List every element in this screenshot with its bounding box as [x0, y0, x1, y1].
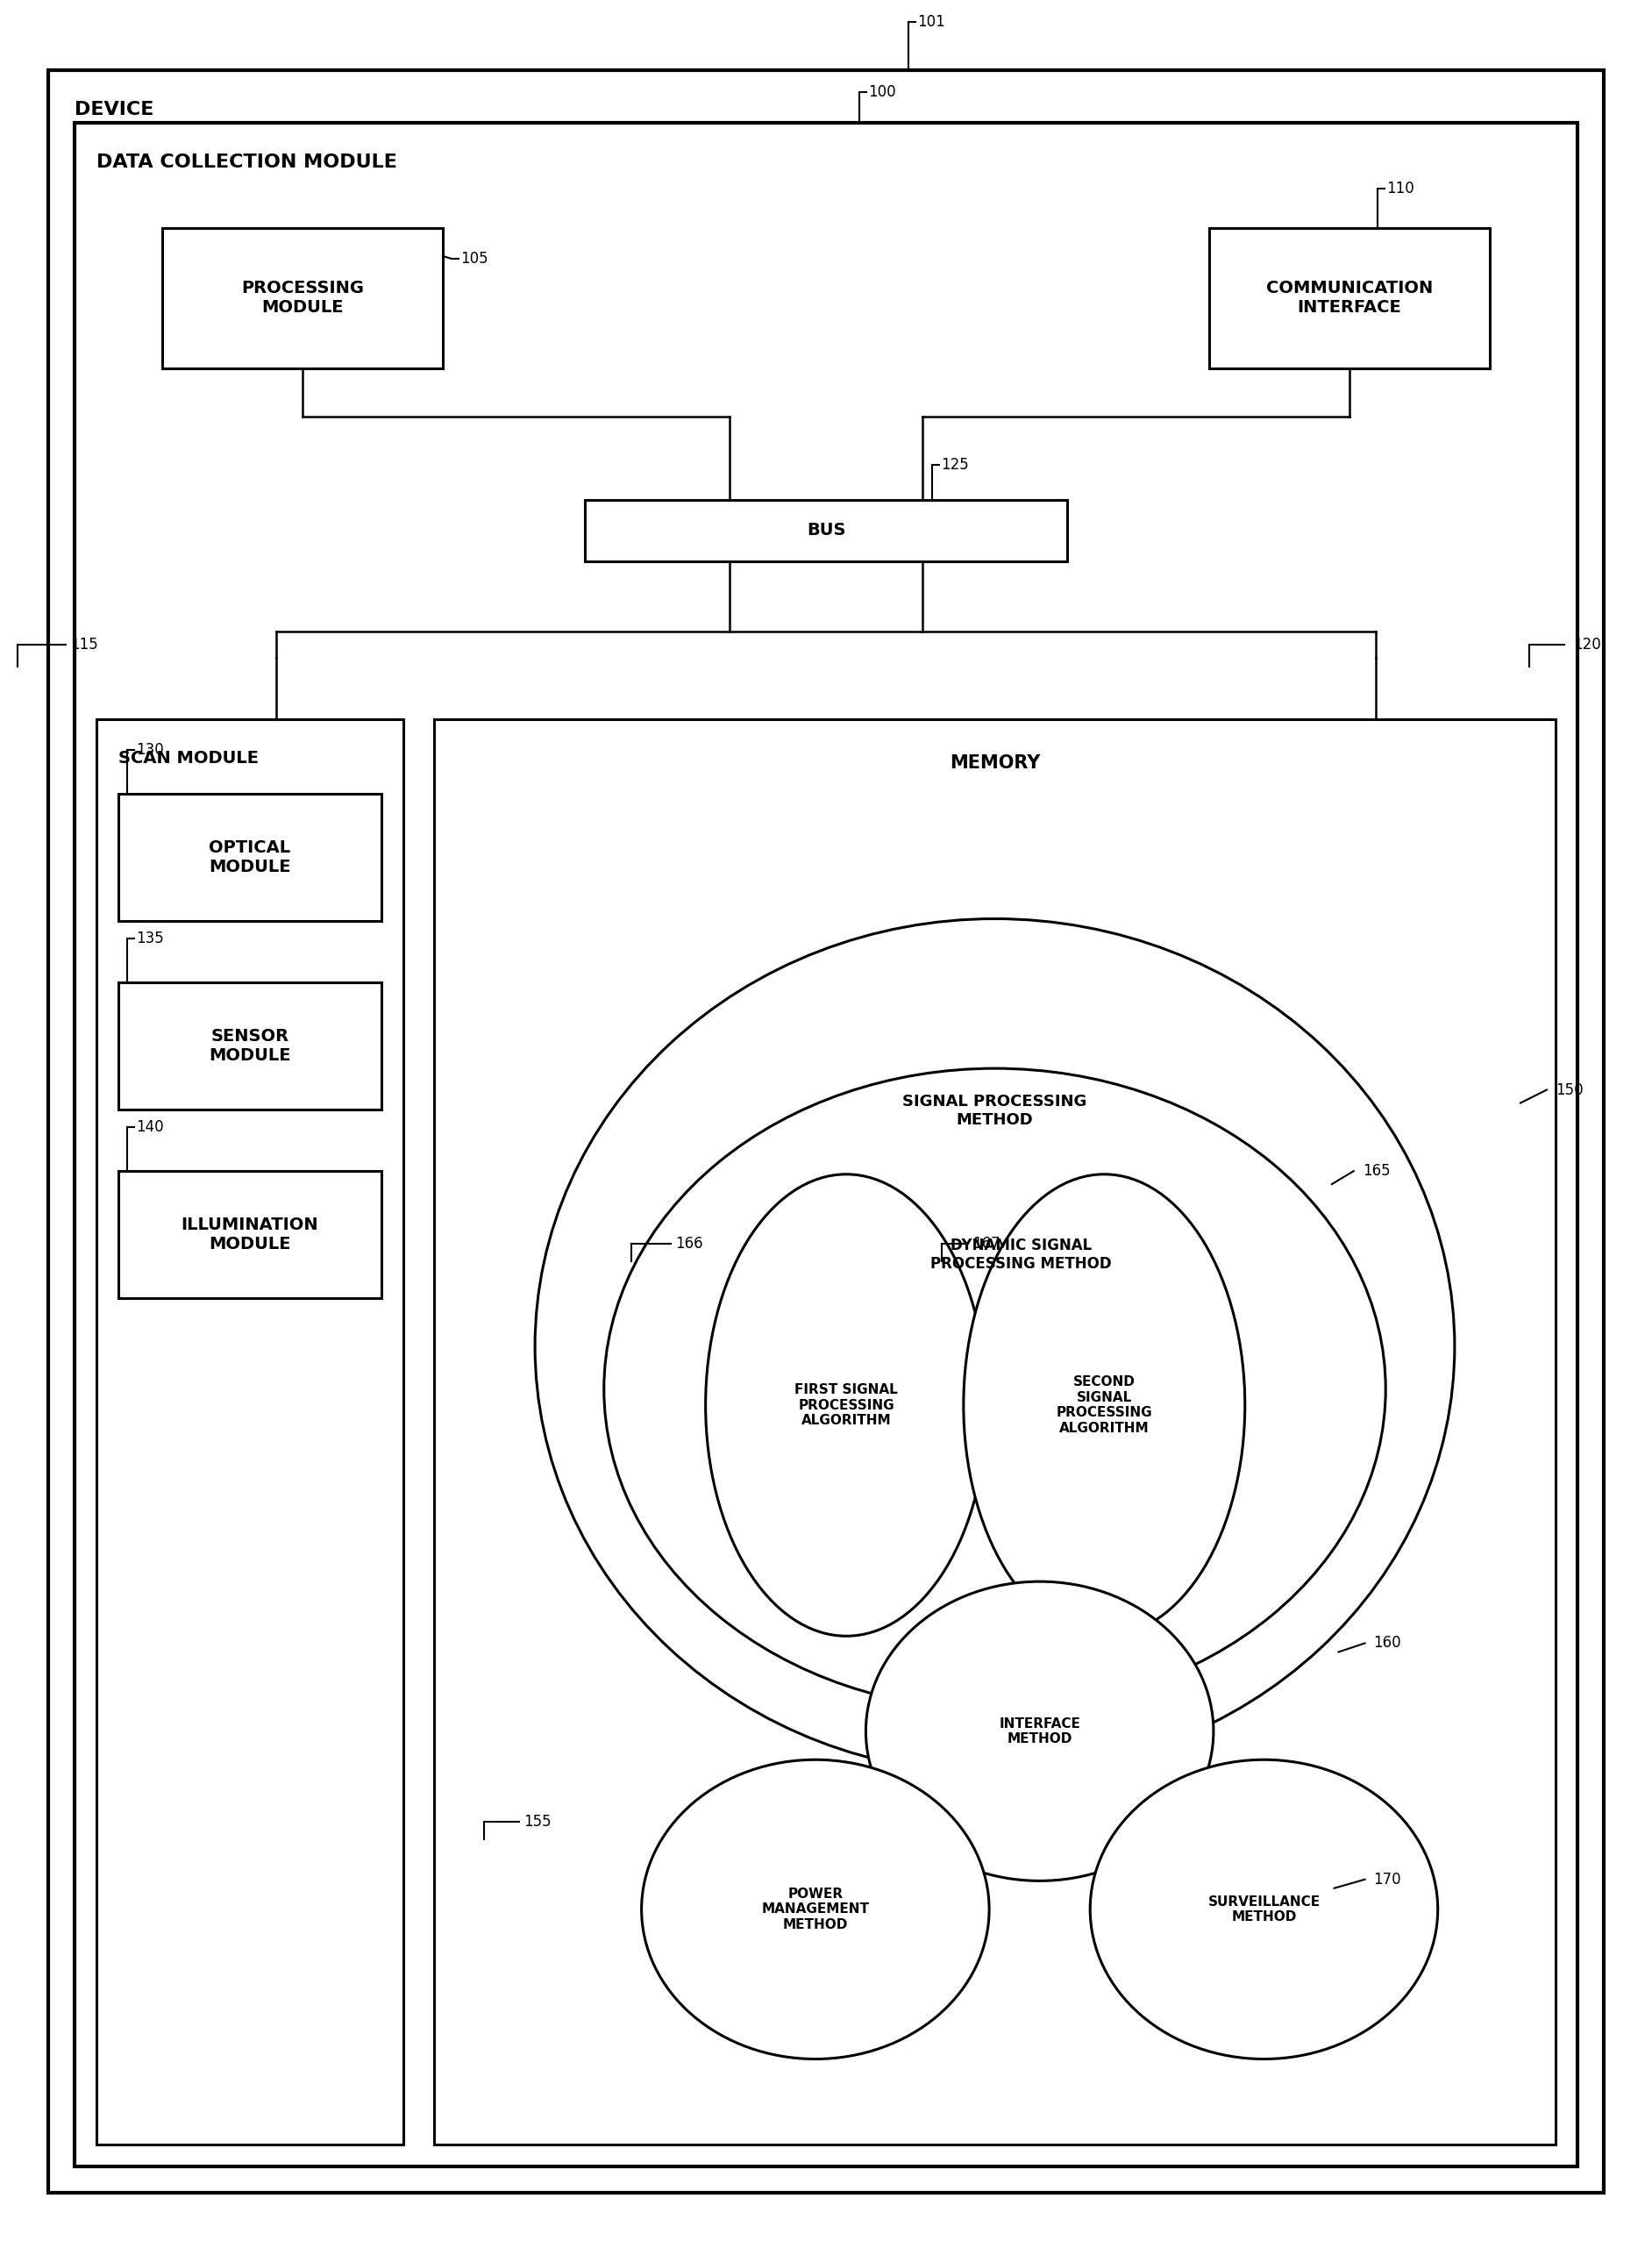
- Text: SECOND
SIGNAL
PROCESSING
ALGORITHM: SECOND SIGNAL PROCESSING ALGORITHM: [1056, 1376, 1153, 1434]
- Text: DYNAMIC SIGNAL
PROCESSING METHOD: DYNAMIC SIGNAL PROCESSING METHOD: [930, 1237, 1112, 1271]
- Text: SCAN MODULE: SCAN MODULE: [119, 751, 259, 766]
- Text: POWER
MANAGEMENT
METHOD: POWER MANAGEMENT METHOD: [762, 1887, 869, 1932]
- Text: SENSOR
MODULE: SENSOR MODULE: [208, 1029, 291, 1064]
- Ellipse shape: [605, 1069, 1386, 1710]
- Ellipse shape: [535, 919, 1455, 1775]
- Ellipse shape: [963, 1174, 1246, 1636]
- Text: 105: 105: [461, 251, 487, 267]
- Bar: [434, 719, 1556, 2145]
- Text: INTERFACE
METHOD: INTERFACE METHOD: [999, 1717, 1080, 1746]
- Text: OPTICAL
MODULE: OPTICAL MODULE: [208, 840, 291, 876]
- Text: FIRST SIGNAL
PROCESSING
ALGORITHM: FIRST SIGNAL PROCESSING ALGORITHM: [795, 1383, 899, 1428]
- Text: 135: 135: [135, 930, 164, 946]
- Bar: [96, 719, 403, 2145]
- Text: SURVEILLANCE
METHOD: SURVEILLANCE METHOD: [1208, 1896, 1320, 1923]
- Bar: [119, 982, 382, 1109]
- Text: 166: 166: [676, 1235, 702, 1250]
- Ellipse shape: [1090, 1759, 1437, 2059]
- Text: 167: 167: [973, 1235, 999, 1250]
- Text: DEVICE: DEVICE: [74, 101, 154, 119]
- Text: 101: 101: [917, 13, 945, 29]
- Text: 120: 120: [1573, 636, 1601, 652]
- Text: 150: 150: [1556, 1082, 1583, 1098]
- Bar: [1209, 229, 1490, 368]
- Text: 115: 115: [69, 636, 97, 652]
- Text: 160: 160: [1374, 1636, 1401, 1652]
- Text: PROCESSING
MODULE: PROCESSING MODULE: [241, 280, 363, 316]
- Bar: [119, 793, 382, 921]
- Text: COMMUNICATION
INTERFACE: COMMUNICATION INTERFACE: [1265, 280, 1432, 316]
- Text: MEMORY: MEMORY: [950, 755, 1041, 771]
- Bar: [119, 1172, 382, 1298]
- Text: 130: 130: [135, 742, 164, 757]
- Text: ILLUMINATION
MODULE: ILLUMINATION MODULE: [182, 1217, 319, 1253]
- Ellipse shape: [705, 1174, 986, 1636]
- Text: DATA COLLECTION MODULE: DATA COLLECTION MODULE: [96, 152, 396, 170]
- Text: 170: 170: [1374, 1871, 1401, 1887]
- Text: 165: 165: [1363, 1163, 1391, 1179]
- Text: SIGNAL PROCESSING
METHOD: SIGNAL PROCESSING METHOD: [902, 1094, 1087, 1127]
- Ellipse shape: [641, 1759, 990, 2059]
- Text: 100: 100: [867, 85, 895, 101]
- Bar: [585, 500, 1067, 560]
- Text: BUS: BUS: [806, 522, 846, 540]
- Bar: [162, 229, 443, 368]
- Text: 125: 125: [942, 457, 968, 473]
- Text: 155: 155: [524, 1813, 552, 1829]
- Ellipse shape: [866, 1582, 1214, 1880]
- Text: 140: 140: [135, 1118, 164, 1134]
- Text: 110: 110: [1386, 182, 1414, 197]
